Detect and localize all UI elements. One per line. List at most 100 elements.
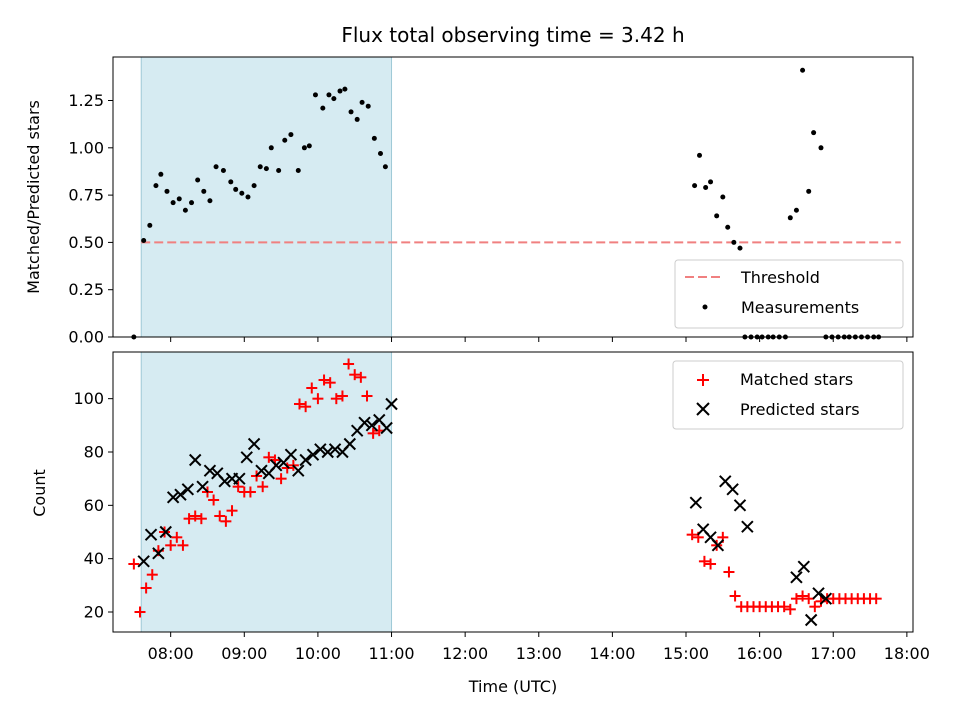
bottom-axes-frame	[112, 351, 914, 633]
x-tick-label: 14:00	[589, 644, 635, 663]
x-tick-label: 17:00	[810, 644, 856, 663]
predicted-star-marker	[196, 480, 209, 493]
measurement-point	[301, 145, 307, 151]
x-tick-label: 10:00	[295, 644, 341, 663]
matched-star-marker	[336, 390, 348, 402]
predicted-star-marker	[819, 592, 833, 605]
x-tick-label: 18:00	[884, 644, 930, 663]
bottom-y-tick-label: 80	[84, 443, 104, 462]
bottom-y-tick-label: 100	[73, 389, 104, 408]
predicted-star-marker	[711, 539, 725, 552]
top-x-ticks	[170, 337, 908, 342]
measurement-point	[382, 164, 388, 170]
matched-star-marker	[705, 558, 717, 570]
measurement-point	[276, 168, 282, 174]
predicted-star-marker	[385, 397, 398, 411]
predicted-star-marker	[240, 451, 253, 464]
matched-star-marker	[134, 606, 146, 618]
matched-star-marker	[300, 401, 312, 413]
matched-star-marker	[343, 358, 355, 370]
matched-star-marker	[306, 382, 318, 394]
predicted-star-marker-b	[719, 475, 732, 488]
measurement-point	[141, 238, 147, 244]
matched-star-marker	[146, 569, 158, 581]
matched-star-marker	[257, 481, 269, 493]
matched-star-marker	[318, 374, 330, 386]
bottom-panel: Count Time (UTC) 20 40 60 80 100 08:00 09:00 1…	[30, 351, 930, 696]
matched-star-marker	[797, 590, 809, 602]
matched-star-marker	[275, 473, 287, 485]
legend-predicted-label: Predicted stars	[740, 400, 860, 419]
matched-star-marker	[177, 539, 189, 551]
measurement-point	[153, 183, 159, 189]
predicted-star-marker-b	[211, 467, 224, 480]
matched-star-marker	[815, 595, 827, 607]
matched-star-marker	[214, 510, 226, 522]
predicted-star-marker	[203, 464, 217, 477]
measurement-point	[354, 116, 360, 122]
predicted-star-marker-b	[203, 464, 217, 477]
measurement-point	[331, 96, 337, 102]
matched-star-marker	[803, 593, 815, 605]
measurement-point	[239, 190, 245, 196]
legend-predicted-swatch	[696, 402, 710, 416]
predicted-star-marker	[299, 453, 312, 467]
predicted-star-marker-b	[181, 483, 195, 496]
measurement-point	[337, 88, 343, 94]
matched-star-marker	[723, 566, 735, 578]
measurement-points	[131, 67, 882, 340]
legend-measurements-swatch	[702, 304, 708, 310]
top-legend: Threshold Measurements	[674, 259, 904, 329]
predicted-star-marker	[247, 437, 261, 451]
predicted-star-marker-b	[704, 531, 717, 544]
measurement-point	[371, 135, 377, 141]
predicted-star-marker-b	[819, 592, 833, 605]
predicted-star-marker-b	[321, 445, 334, 459]
matched-star-marker	[171, 531, 183, 543]
x-tick-label: 12:00	[442, 644, 488, 663]
measurement-point	[288, 132, 294, 138]
measurement-point	[233, 186, 239, 192]
matched-star-marker	[809, 601, 821, 613]
matched-star-marker	[128, 558, 140, 570]
measurement-point	[147, 222, 153, 228]
measurement-point	[800, 67, 806, 73]
predicted-star-marker-b	[373, 413, 386, 427]
predicted-star-marker-b	[380, 421, 393, 435]
predicted-star-marker-b	[689, 496, 703, 509]
matched-star-marker	[263, 451, 275, 463]
measurement-point	[189, 200, 195, 206]
predicted-star-marker	[314, 443, 327, 456]
bottom-x-ticks: 08:00 09:00 10:00 11:00 12:00 13:00 14:00 15:00…	[148, 632, 930, 663]
measurement-point	[201, 188, 207, 194]
predicted-star-marker-b	[385, 397, 398, 411]
predicted-star-marker	[733, 499, 747, 512]
bottom-y-axis-label: Count	[30, 469, 49, 517]
top-panel: Flux total observing time = 3.42 h Match…	[24, 23, 914, 347]
predicted-star-marker-b	[218, 475, 231, 488]
predicted-star-marker-b	[314, 443, 327, 456]
predicted-star-marker-b	[269, 459, 283, 472]
bottom-y-tick-label: 60	[84, 496, 104, 515]
measurement-point	[377, 150, 383, 156]
predicted-star-marker	[689, 496, 703, 509]
measurement-point	[811, 130, 817, 136]
measurement-point	[697, 152, 703, 158]
predicted-star-marker	[321, 445, 334, 459]
predicted-star-marker-b	[726, 483, 739, 496]
bottom-y-tick-label: 20	[84, 603, 104, 622]
matched-star-marker	[165, 539, 177, 551]
predicted-star-marker	[284, 448, 298, 461]
measurement-point	[737, 245, 743, 251]
predicted-star-marker	[812, 587, 825, 600]
x-tick-label: 13:00	[516, 644, 562, 663]
predicted-star-marker-b	[137, 555, 150, 568]
x-tick-label: 15:00	[663, 644, 709, 663]
matched-star-marker	[294, 398, 306, 410]
measurement-point	[170, 200, 176, 206]
x-tick-label: 11:00	[368, 644, 414, 663]
measurement-point	[365, 103, 371, 109]
measurement-point	[220, 168, 226, 174]
predicted-star-marker	[365, 419, 379, 432]
matched-star-marker	[183, 513, 195, 525]
